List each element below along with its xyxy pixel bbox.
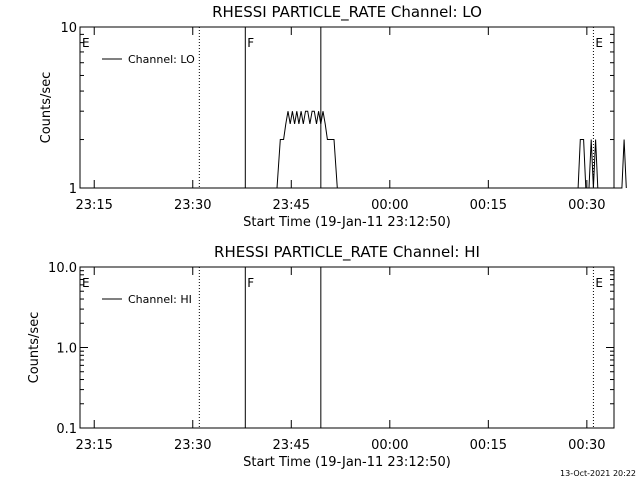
legend-label: Channel: HI (128, 293, 192, 306)
y-axis-label: Counts/sec (39, 72, 54, 144)
lo-channel-panel: RHESSI PARTICLE_RATE Channel: LO 1 10 23:15… (39, 3, 627, 230)
x-tick-label: 00:30 (568, 198, 605, 213)
event-flag-label: F (247, 276, 254, 290)
footer-timestamp: 13-Oct-2021 20:22 (560, 469, 636, 478)
x-tick-label: 23:45 (273, 438, 310, 453)
event-flag-label: F (247, 36, 254, 50)
event-flag-label: E (595, 276, 603, 290)
chart-title: RHESSI PARTICLE_RATE Channel: HI (214, 243, 480, 262)
x-tick-label: 23:45 (273, 198, 310, 213)
x-tick-label: 00:00 (371, 438, 408, 453)
x-tick-label: 23:15 (75, 438, 112, 453)
plot-frame (79, 26, 615, 189)
event-flag-label: E (82, 276, 90, 290)
series-line (276, 110, 627, 189)
y-tick-label: 0.1 (56, 422, 77, 437)
x-axis-label: Start Time (19-Jan-11 23:12:50) (243, 215, 451, 230)
x-tick-label: 00:00 (371, 198, 408, 213)
x-tick-label: 23:30 (174, 198, 211, 213)
x-tick-label: 00:15 (470, 198, 507, 213)
legend-label: Channel: LO (128, 53, 195, 66)
y-axis-label: Counts/sec (27, 312, 42, 384)
x-tick-label: 23:15 (75, 198, 112, 213)
y-tick-label: 1.0 (56, 342, 77, 357)
y-tick-label: 10.0 (48, 261, 77, 276)
x-tick-label: 00:30 (568, 438, 605, 453)
plot-frame (79, 266, 615, 429)
hi-channel-panel: RHESSI PARTICLE_RATE Channel: HI 0.1 1.0 10… (27, 243, 615, 470)
event-flag-label: E (82, 36, 90, 50)
event-flag-label: E (595, 36, 603, 50)
chart-title: RHESSI PARTICLE_RATE Channel: LO (212, 3, 482, 22)
x-tick-label: 00:15 (470, 438, 507, 453)
x-tick-label: 23:30 (174, 438, 211, 453)
y-tick-label: 1 (69, 182, 77, 197)
y-tick-label: 10 (60, 21, 77, 36)
x-axis-label: Start Time (19-Jan-11 23:12:50) (243, 455, 451, 470)
